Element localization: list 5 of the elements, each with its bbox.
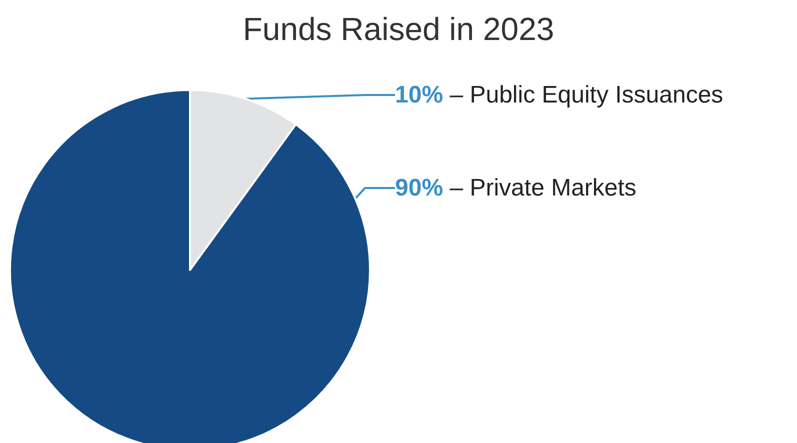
slice-label: – Public Equity Issuances bbox=[443, 82, 724, 108]
data-label: 10% bbox=[395, 82, 444, 108]
data-label: 90% bbox=[395, 174, 444, 202]
slice-label: – Private Markets bbox=[443, 174, 636, 202]
chart-title: Funds Raised in 2023 bbox=[242, 11, 554, 47]
